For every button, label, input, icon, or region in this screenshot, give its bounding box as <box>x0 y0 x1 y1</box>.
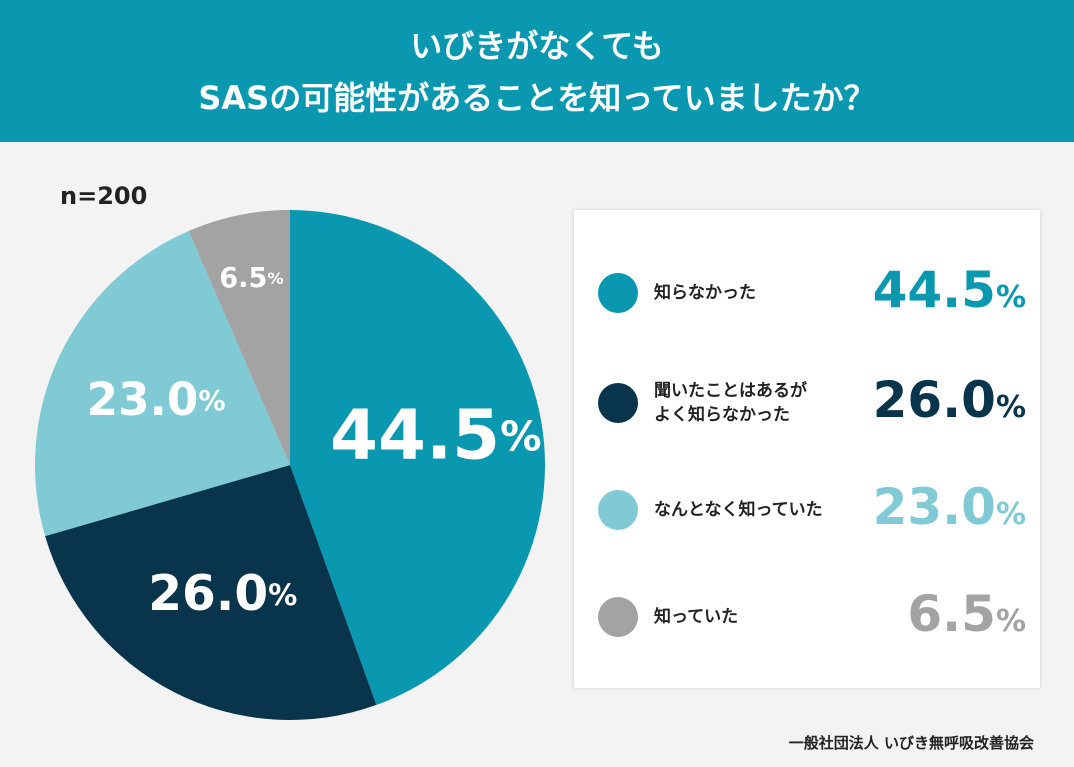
legend-label: 知らなかった <box>654 283 756 303</box>
sample-size: n=200 <box>60 182 148 210</box>
legend-swatch <box>598 490 638 530</box>
pie-slice <box>34 230 290 537</box>
legend-item: 知っていた 6.5% <box>574 577 1040 657</box>
legend-value: 23.0% <box>872 478 1026 536</box>
slice-label: 6.5% <box>219 262 283 293</box>
pie-slice <box>45 465 377 721</box>
slice-label: 23.0% <box>87 372 226 425</box>
legend-swatch <box>598 597 638 637</box>
legend-label: 知っていた <box>654 607 739 627</box>
footer: 一般社団法人 いびき無呼吸改善協会 <box>788 734 1034 752</box>
pie-slice <box>290 210 546 705</box>
legend-value: 6.5% <box>907 585 1026 643</box>
legend-swatch <box>598 383 638 423</box>
legend-label: なんとなく知っていた <box>654 500 823 520</box>
legend-item: 知らなかった 44.5% <box>574 253 1040 333</box>
legend-value: 44.5% <box>872 261 1026 319</box>
title-line: いびきがなくても <box>410 27 664 65</box>
title-line: SASの可能性があることを知っていましたか？ <box>198 79 876 117</box>
legend: 知らなかった 44.5% 聞いたことはあるが よく知らなかった 26.0% なんとなく知… <box>574 210 1040 688</box>
slice-label: 44.5% <box>330 396 542 476</box>
legend-item: なんとなく知っていた 23.0% <box>574 470 1040 550</box>
legend-value: 26.0% <box>872 371 1026 429</box>
legend-swatch <box>598 273 638 313</box>
pie-slice <box>188 210 290 465</box>
legend-label: 聞いたことはあるが よく知らなかった <box>654 381 807 425</box>
legend-item: 聞いたことはあるが よく知らなかった 26.0% <box>574 363 1040 443</box>
header: いびきがなくても SASの可能性があることを知っていましたか？ <box>0 0 1074 142</box>
slice-label: 26.0% <box>148 566 297 622</box>
